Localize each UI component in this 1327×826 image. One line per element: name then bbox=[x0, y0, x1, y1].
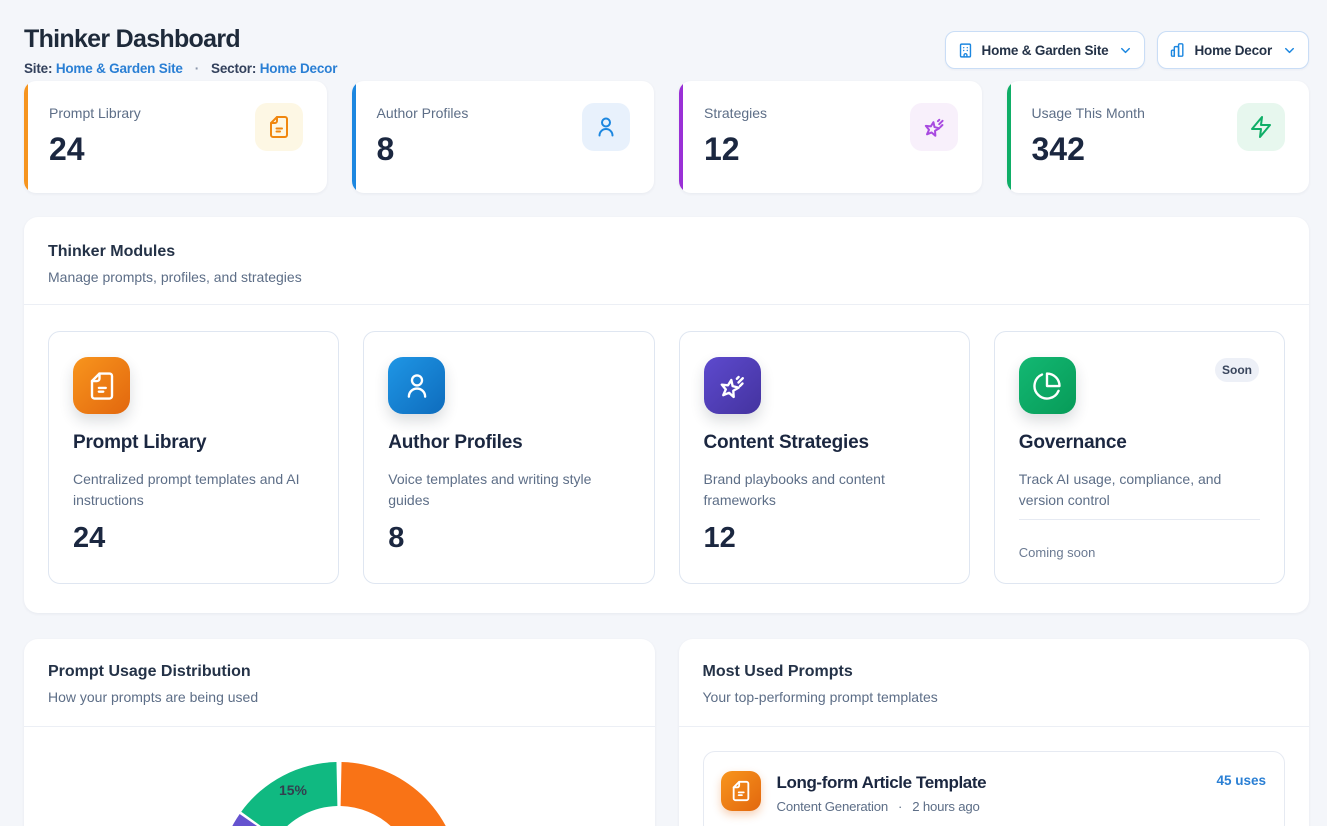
svg-text:15%: 15% bbox=[279, 782, 308, 798]
